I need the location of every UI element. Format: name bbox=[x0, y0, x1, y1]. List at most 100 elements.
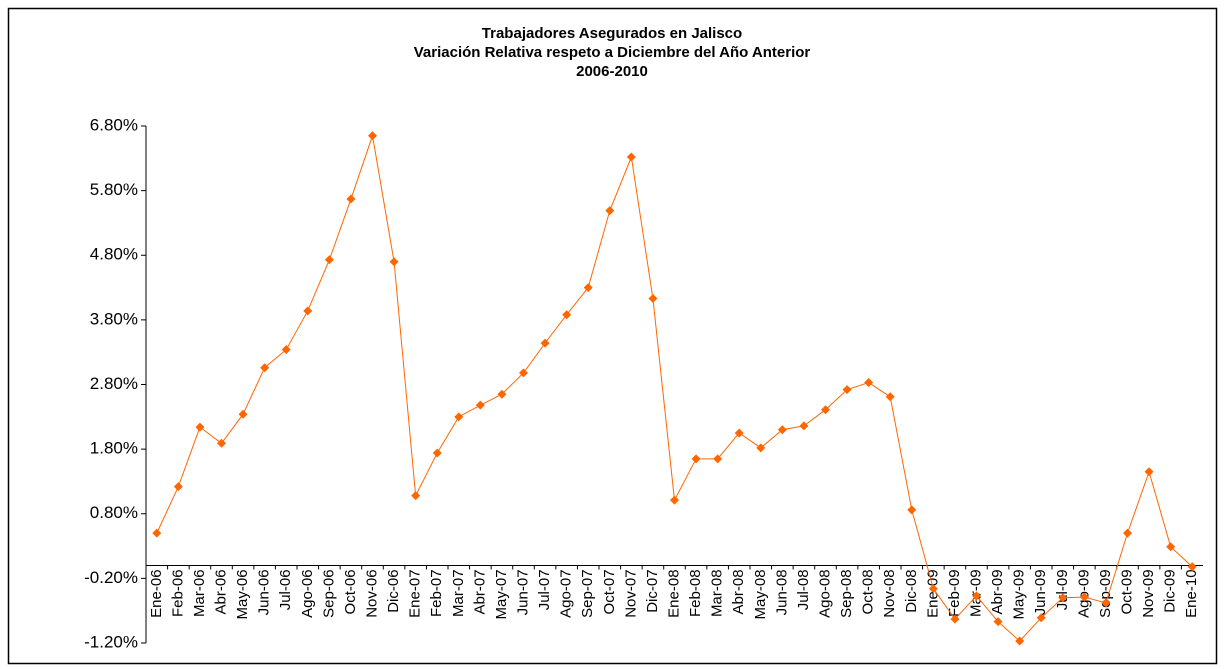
marker bbox=[260, 363, 270, 373]
x-tick-label: Dic-07 bbox=[644, 569, 661, 612]
marker bbox=[1058, 593, 1068, 603]
x-tick-label: May-09 bbox=[1011, 569, 1028, 619]
marker bbox=[540, 338, 550, 348]
x-tick-label: Feb-09 bbox=[946, 569, 963, 617]
x-tick-label: Dic-09 bbox=[1162, 569, 1179, 612]
marker bbox=[972, 591, 981, 601]
x-tick-label: Feb-08 bbox=[687, 569, 704, 617]
x-tick-label: Dic-06 bbox=[385, 569, 402, 612]
y-tick-label: 5.80% bbox=[90, 180, 138, 199]
marker bbox=[842, 385, 852, 395]
x-tick-label: Abr-06 bbox=[212, 569, 229, 614]
marker bbox=[605, 206, 615, 216]
marker bbox=[173, 482, 183, 492]
x-tick-label: Jun-07 bbox=[514, 569, 531, 615]
x-tick-label: Dic-08 bbox=[903, 569, 920, 612]
marker bbox=[1166, 542, 1176, 552]
marker bbox=[1079, 592, 1089, 602]
x-tick-label: May-06 bbox=[234, 569, 251, 619]
marker bbox=[562, 310, 572, 320]
y-tick-label: 1.80% bbox=[90, 439, 138, 458]
chart-subtitle: Variación Relativa respeto a Diciembre d… bbox=[414, 44, 811, 61]
y-tick-label: 2.80% bbox=[90, 374, 138, 393]
marker bbox=[1101, 598, 1111, 608]
marker bbox=[281, 345, 291, 355]
marker bbox=[907, 505, 917, 515]
marker bbox=[432, 448, 442, 458]
marker bbox=[519, 368, 528, 378]
marker bbox=[454, 412, 464, 422]
marker bbox=[864, 378, 874, 388]
x-tick-label: Ene-08 bbox=[665, 569, 682, 617]
x-tick-label: Nov-06 bbox=[363, 569, 380, 617]
marker bbox=[713, 454, 723, 464]
marker bbox=[346, 194, 356, 204]
marker bbox=[691, 454, 701, 464]
marker bbox=[475, 400, 485, 410]
marker bbox=[950, 614, 960, 624]
marker bbox=[1187, 562, 1197, 572]
x-tick-label: Ene-06 bbox=[148, 569, 165, 617]
x-tick-label: Jun-08 bbox=[773, 569, 790, 615]
x-tick-label: Nov-09 bbox=[1140, 569, 1157, 617]
y-tick-label: -1.20% bbox=[84, 632, 138, 651]
x-tick-label: Mar-06 bbox=[191, 569, 208, 617]
x-tick-label: Mar-07 bbox=[450, 569, 467, 617]
marker bbox=[583, 283, 593, 293]
chart-frame bbox=[7, 7, 1218, 665]
y-tick-label: 4.80% bbox=[90, 245, 138, 264]
x-tick-label: Sep-08 bbox=[838, 569, 855, 617]
marker bbox=[734, 428, 744, 438]
marker bbox=[389, 257, 399, 267]
marker bbox=[928, 584, 938, 594]
x-tick-label: Abr-07 bbox=[471, 569, 488, 614]
x-tick-label: Ago-07 bbox=[558, 569, 575, 617]
marker bbox=[821, 405, 830, 415]
x-tick-label: Jul-07 bbox=[536, 569, 553, 610]
x-tick-label: Ene-07 bbox=[407, 569, 424, 617]
y-tick-label: 0.80% bbox=[90, 503, 138, 522]
x-tick-label: May-07 bbox=[493, 569, 510, 619]
x-tick-label: Jun-09 bbox=[1032, 569, 1049, 615]
marker bbox=[1015, 636, 1025, 646]
chart-title: Trabajadores Asegurados en Jalisco bbox=[482, 25, 742, 42]
chart-years: 2006-2010 bbox=[576, 63, 648, 80]
y-tick-label: 3.80% bbox=[90, 309, 138, 328]
marker bbox=[324, 255, 334, 265]
x-tick-label: Nov-08 bbox=[881, 569, 898, 617]
x-tick-label: Jul-06 bbox=[277, 569, 294, 610]
marker bbox=[756, 443, 766, 453]
y-tick-label: 6.80% bbox=[90, 115, 138, 134]
x-tick-label: Nov-07 bbox=[622, 569, 639, 617]
marker bbox=[497, 389, 507, 399]
marker bbox=[1123, 528, 1132, 538]
x-tick-label: Oct-08 bbox=[860, 569, 877, 614]
marker bbox=[1144, 467, 1154, 477]
marker bbox=[238, 409, 248, 419]
x-tick-label: Feb-06 bbox=[169, 569, 186, 617]
y-tick-label: -0.20% bbox=[84, 568, 138, 587]
marker bbox=[217, 438, 226, 448]
marker bbox=[670, 495, 679, 505]
x-tick-label: Mar-08 bbox=[709, 569, 726, 617]
marker bbox=[799, 421, 809, 431]
x-tick-label: Jun-06 bbox=[256, 569, 273, 615]
x-tick-label: Oct-07 bbox=[601, 569, 618, 614]
marker bbox=[195, 422, 205, 432]
marker bbox=[152, 528, 162, 538]
x-tick-label: Abr-08 bbox=[730, 569, 747, 614]
x-tick-label: Ago-08 bbox=[816, 569, 833, 617]
marker bbox=[648, 294, 658, 304]
x-tick-label: Jul-08 bbox=[795, 569, 812, 610]
marker bbox=[993, 617, 1003, 627]
x-tick-label: Sep-06 bbox=[320, 569, 337, 617]
x-tick-label: Ago-06 bbox=[299, 569, 316, 617]
marker bbox=[303, 306, 313, 316]
x-tick-label: Sep-09 bbox=[1097, 569, 1114, 617]
marker bbox=[1036, 613, 1046, 623]
x-tick-label: Oct-09 bbox=[1118, 569, 1135, 614]
marker bbox=[777, 425, 787, 435]
marker bbox=[411, 491, 421, 501]
x-tick-label: Ene-09 bbox=[924, 569, 941, 617]
